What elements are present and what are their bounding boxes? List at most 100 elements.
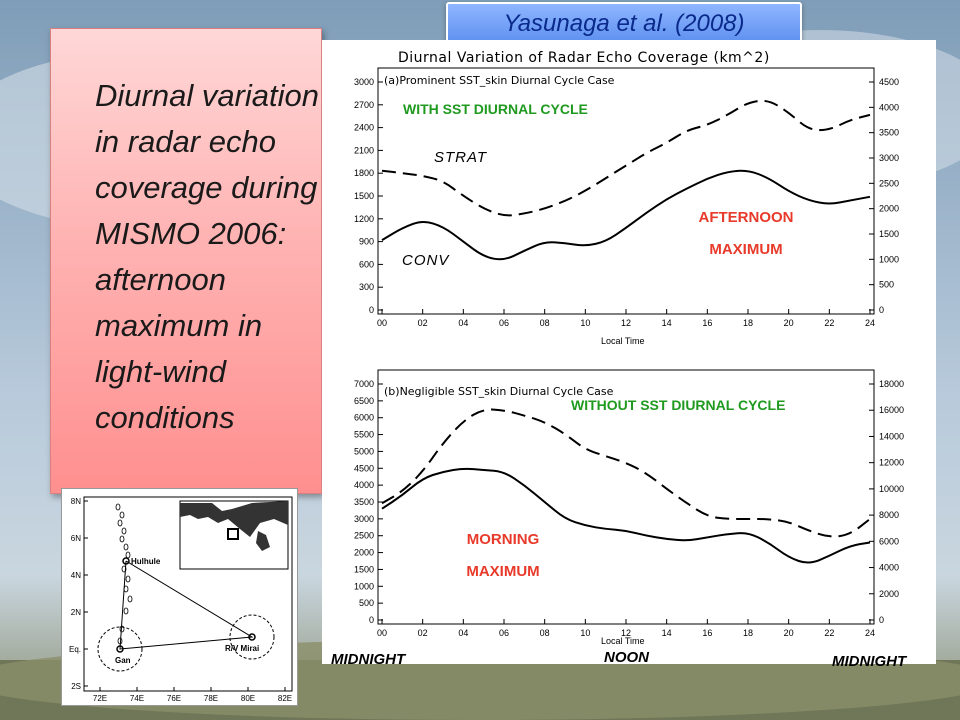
panel-a-x-tick-label: 02: [418, 318, 428, 328]
chart-panel: Diurnal Variation of Radar Echo Coverage…: [322, 40, 936, 664]
with-sst-annotation: WITH SST DIURNAL CYCLE: [403, 101, 588, 117]
panel-a-x-tick-label: 00: [377, 318, 387, 328]
panel-a-y-tick-label-right: 3000: [879, 153, 899, 163]
panel-a-x-tick-label: 22: [824, 318, 834, 328]
map-lat-label: Eq.: [69, 645, 81, 654]
panel-a-y-tick-label-right: 1500: [879, 229, 899, 239]
panel-b-y-tick-label-left: 5000: [354, 446, 374, 456]
inset-island: [256, 531, 270, 551]
panel-b-y-tick-label-right: 4000: [879, 563, 899, 573]
panel-b-y-tick-label-left: 2000: [354, 548, 374, 558]
morning-label-line2: MAXIMUM: [466, 563, 539, 580]
panel-a-y-tick-label-left: 1800: [354, 168, 374, 178]
panel-b-y-tick-label-right: 12000: [879, 458, 904, 468]
inset-study-area: [227, 528, 239, 540]
panel-b-y-tick-label-right: 8000: [879, 510, 899, 520]
panel-b-y-tick-label-left: 7000: [354, 379, 374, 389]
without-sst-annotation: WITHOUT SST DIURNAL CYCLE: [571, 397, 785, 413]
panel-b-x-tick-label: 12: [621, 628, 631, 638]
panel-a-y-tick-label-left: 900: [359, 237, 374, 247]
panel-a-y-tick-label-left: 1500: [354, 191, 374, 201]
map-lon-label: 76E: [167, 694, 181, 703]
map-frame: [83, 496, 293, 692]
panel-a-y-tick-label-left: 1200: [354, 214, 374, 224]
panel-a-y-tick-label-right: 4500: [879, 77, 899, 87]
mirai-site-marker: [248, 633, 256, 641]
panel-a-y-tick-label-left: 3000: [354, 77, 374, 87]
observation-triangle: [119, 560, 254, 650]
panel-b-x-tick-label: 20: [784, 628, 794, 638]
panel-b-x-tick-label: 16: [702, 628, 712, 638]
panel-a-x-tick-label: 10: [580, 318, 590, 328]
panel-b-y-tick-label-left: 3500: [354, 497, 374, 507]
morning-label-line1: MORNING: [467, 531, 540, 548]
panel-a-conv-line: [381, 169, 871, 261]
panel-a-x-tick-label: 06: [499, 318, 509, 328]
panel-b-x-tick-label: 06: [499, 628, 509, 638]
gan-site-marker: [116, 645, 124, 653]
panel-a-y-tick-label-right: 4000: [879, 102, 899, 112]
map-lon-label: 74E: [130, 694, 144, 703]
afternoon-label-line2: MAXIMUM: [709, 241, 782, 258]
panel-b-x-tick-label: 08: [540, 628, 550, 638]
map-lat-label: 8N: [71, 497, 81, 506]
panel-b-y-tick-label-right: 16000: [879, 405, 904, 415]
panel-b-x-tick-label: 24: [865, 628, 875, 638]
midnight-left-label: MIDNIGHT: [331, 651, 407, 664]
panel-b-x-tick-label: 04: [458, 628, 468, 638]
panel-a-y-tick-label-right: 2000: [879, 204, 899, 214]
panel-a-y-tick-label-right: 0: [879, 305, 884, 315]
panel-a-x-tick-label: 18: [743, 318, 753, 328]
atoll-marker: [127, 595, 133, 603]
panel-b-y-tick-label-left: 4000: [354, 480, 374, 490]
panel-b-y-tick-label-left: 4500: [354, 463, 374, 473]
map-lat-label: 4N: [71, 571, 81, 580]
panel-b-xlabel: Local Time: [601, 636, 645, 646]
midnight-right-wrapper: MIDNIGHT: [832, 653, 908, 670]
gan-label: Gan: [115, 656, 131, 665]
map-lon-label: 80E: [241, 694, 255, 703]
citation-box: Yasunaga et al. (2008): [446, 2, 802, 46]
conv-label: CONV: [402, 252, 450, 269]
panel-a-y-tick-label-left: 2700: [354, 100, 374, 110]
midnight-right-label: MIDNIGHT: [832, 653, 908, 670]
panel-b-y-tick-label-right: 2000: [879, 589, 899, 599]
inset-landmass: [180, 501, 288, 537]
summary-callout: Diurnal variation in radar echo coverage…: [50, 28, 322, 494]
gan-radar-range: [97, 626, 143, 672]
chart-title: Diurnal Variation of Radar Echo Coverage…: [398, 50, 770, 66]
panel-b-x-tick-label: 22: [824, 628, 834, 638]
strat-label: STRAT: [434, 149, 488, 166]
panel-a-x-tick-label: 08: [540, 318, 550, 328]
atoll-marker: [121, 565, 127, 573]
panel-b-y-tick-label-right: 0: [879, 615, 884, 625]
mirai-radar-range: [229, 614, 275, 660]
atoll-marker: [125, 551, 131, 559]
noon-label: NOON: [604, 649, 650, 664]
atoll-marker: [121, 527, 127, 535]
panel-b-strat-line: [381, 408, 871, 538]
panel-b-y-tick-label-left: 6500: [354, 396, 374, 406]
panel-b-y-tick-label-left: 0: [369, 615, 374, 625]
panel-b-y-tick-label-left: 2500: [354, 531, 374, 541]
radar-echo-charts: Diurnal Variation of Radar Echo Coverage…: [331, 50, 904, 664]
panel-a-y-tick-label-left: 600: [359, 259, 374, 269]
panel-a-y-tick-label-left: 2100: [354, 145, 374, 155]
panel-b-y-tick-label-left: 1500: [354, 564, 374, 574]
panel-a-y-tick-label-right: 500: [879, 280, 894, 290]
atoll-marker: [123, 543, 129, 551]
panel-b-x-tick-label: 00: [377, 628, 387, 638]
atoll-marker: [117, 519, 123, 527]
map-lat-label: 2N: [71, 608, 81, 617]
panel-b-y-tick-label-left: 3000: [354, 514, 374, 524]
panel-b-x-tick-label: 10: [580, 628, 590, 638]
hulhule-site-marker: [122, 557, 130, 565]
atoll-marker: [123, 607, 129, 615]
panel-b-title: (b)Negligible SST_skin Diurnal Cycle Cas…: [384, 385, 614, 398]
map-lon-label: 72E: [93, 694, 107, 703]
panel-b-y-tick-label-left: 6000: [354, 413, 374, 423]
map-lat-label: 2S: [71, 682, 81, 691]
panel-b-y-tick-label-left: 500: [359, 598, 374, 608]
panel-a-y-tick-label-right: 3500: [879, 128, 899, 138]
